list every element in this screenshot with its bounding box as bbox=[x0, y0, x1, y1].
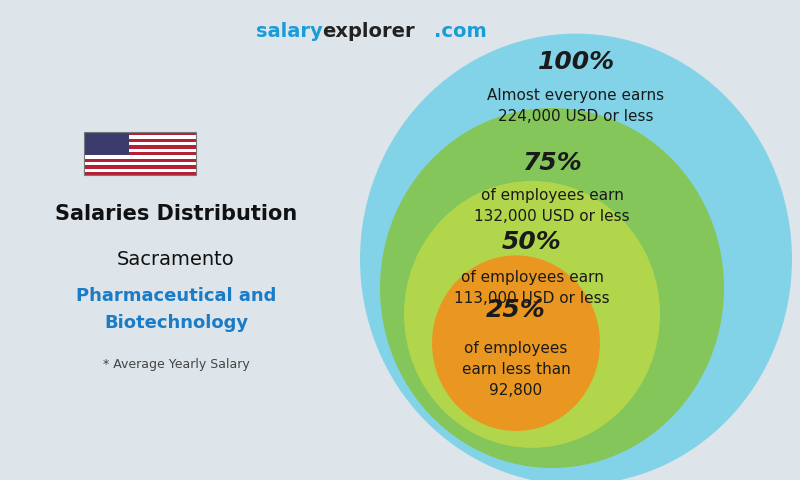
Text: * Average Yearly Salary: * Average Yearly Salary bbox=[102, 358, 250, 372]
Bar bbox=[84, 132, 196, 175]
Bar bbox=[84, 155, 196, 158]
Text: 25%: 25% bbox=[486, 298, 546, 322]
Text: explorer: explorer bbox=[322, 22, 415, 41]
Text: 50%: 50% bbox=[502, 230, 562, 254]
Bar bbox=[84, 158, 196, 162]
Bar bbox=[84, 132, 129, 155]
Ellipse shape bbox=[432, 255, 600, 431]
Bar bbox=[84, 139, 196, 142]
Bar bbox=[84, 168, 196, 172]
Text: Almost everyone earns
224,000 USD or less: Almost everyone earns 224,000 USD or les… bbox=[487, 87, 665, 123]
Text: Sacramento: Sacramento bbox=[117, 250, 235, 269]
Ellipse shape bbox=[380, 108, 724, 468]
Bar bbox=[84, 132, 196, 135]
Text: of employees earn
132,000 USD or less: of employees earn 132,000 USD or less bbox=[474, 189, 630, 225]
Text: of employees earn
113,000 USD or less: of employees earn 113,000 USD or less bbox=[454, 270, 610, 306]
Bar bbox=[84, 162, 196, 165]
Bar bbox=[84, 152, 196, 155]
Text: salary: salary bbox=[256, 22, 322, 41]
Bar bbox=[84, 145, 196, 149]
Text: 75%: 75% bbox=[522, 151, 582, 175]
Text: 100%: 100% bbox=[538, 50, 614, 74]
Bar bbox=[84, 149, 196, 152]
Text: Salaries Distribution: Salaries Distribution bbox=[55, 204, 297, 224]
Bar bbox=[84, 135, 196, 139]
Text: of employees
earn less than
92,800: of employees earn less than 92,800 bbox=[462, 341, 570, 398]
Ellipse shape bbox=[360, 34, 792, 480]
Text: Pharmaceutical and
Biotechnology: Pharmaceutical and Biotechnology bbox=[76, 288, 276, 332]
Ellipse shape bbox=[404, 181, 660, 448]
Bar bbox=[84, 165, 196, 168]
Bar bbox=[84, 172, 196, 175]
Text: .com: .com bbox=[434, 22, 487, 41]
Bar bbox=[84, 142, 196, 145]
